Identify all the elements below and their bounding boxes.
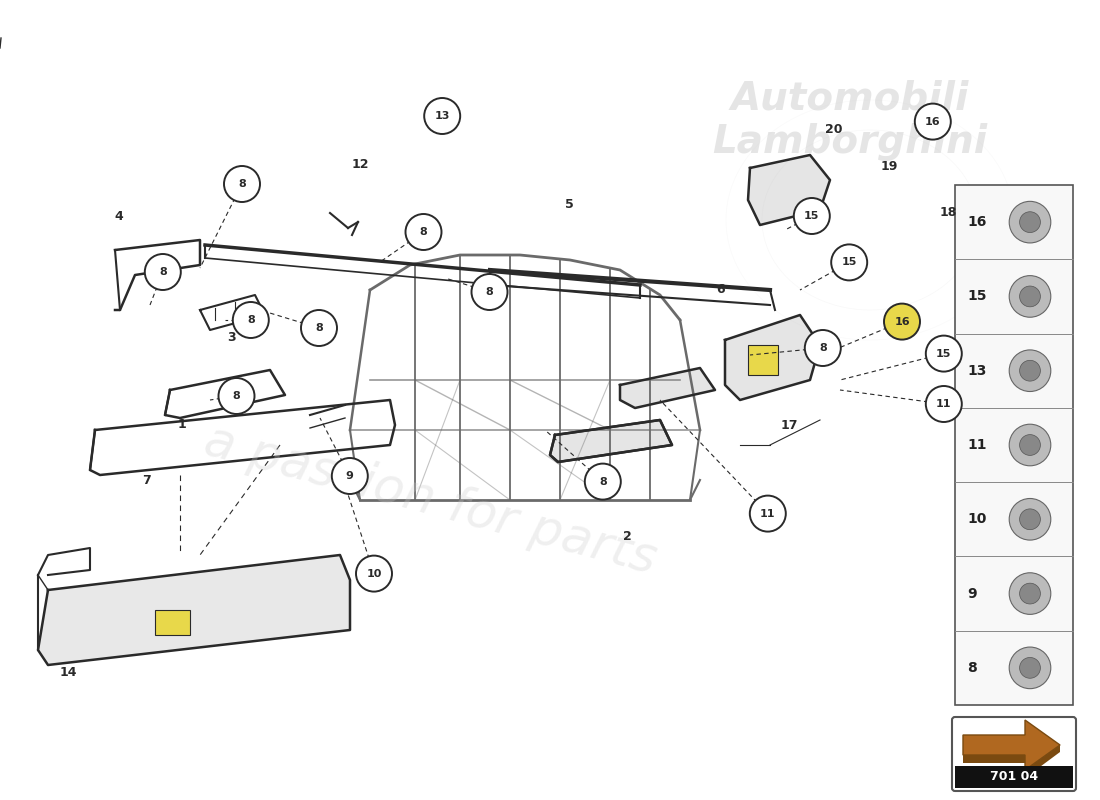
FancyBboxPatch shape <box>955 766 1072 788</box>
Circle shape <box>805 330 840 366</box>
Polygon shape <box>748 155 830 225</box>
Text: 9: 9 <box>967 586 977 601</box>
Text: Automobili
Lamborghini: Automobili Lamborghini <box>713 79 988 161</box>
Circle shape <box>1020 658 1041 678</box>
Circle shape <box>1009 573 1050 614</box>
Circle shape <box>301 310 337 346</box>
Circle shape <box>356 555 392 592</box>
Circle shape <box>1009 647 1050 689</box>
Circle shape <box>884 304 920 339</box>
Text: 10: 10 <box>967 512 987 526</box>
Circle shape <box>1009 202 1050 243</box>
Text: 8: 8 <box>158 267 167 277</box>
Text: 14: 14 <box>59 666 77 678</box>
Text: 8: 8 <box>818 343 827 353</box>
Circle shape <box>1009 350 1050 391</box>
Text: 8: 8 <box>315 323 323 333</box>
Text: a passion for parts: a passion for parts <box>199 417 661 583</box>
Circle shape <box>224 166 260 202</box>
Circle shape <box>219 378 254 414</box>
Text: 6: 6 <box>716 283 725 296</box>
Polygon shape <box>962 745 1060 778</box>
Text: 4: 4 <box>114 210 123 222</box>
Polygon shape <box>620 368 715 408</box>
Circle shape <box>1020 509 1041 530</box>
Text: 3: 3 <box>227 331 235 344</box>
Circle shape <box>1020 583 1041 604</box>
Circle shape <box>1020 360 1041 381</box>
Text: 8: 8 <box>419 227 428 237</box>
Text: 5: 5 <box>565 198 574 210</box>
Text: 13: 13 <box>967 364 987 378</box>
Circle shape <box>1020 434 1041 455</box>
Text: 20: 20 <box>825 123 843 136</box>
Polygon shape <box>725 315 820 400</box>
Polygon shape <box>39 555 350 665</box>
Text: 18: 18 <box>939 206 957 218</box>
Circle shape <box>585 463 620 499</box>
Text: 2: 2 <box>623 530 631 542</box>
Circle shape <box>406 214 441 250</box>
Circle shape <box>472 274 507 310</box>
Text: 16: 16 <box>967 215 987 229</box>
Text: 19: 19 <box>880 160 898 173</box>
Circle shape <box>1020 286 1041 307</box>
Circle shape <box>832 245 867 280</box>
Circle shape <box>926 386 961 422</box>
Text: 9: 9 <box>345 471 354 481</box>
Circle shape <box>1020 212 1041 233</box>
Text: 15: 15 <box>842 258 857 267</box>
Circle shape <box>794 198 829 234</box>
Text: 10: 10 <box>366 569 382 578</box>
Text: 15: 15 <box>967 290 987 303</box>
Text: 701 04: 701 04 <box>990 770 1038 783</box>
Text: 11: 11 <box>760 509 775 518</box>
FancyBboxPatch shape <box>748 345 778 375</box>
Text: 8: 8 <box>246 315 255 325</box>
Text: 16: 16 <box>925 117 940 126</box>
Polygon shape <box>550 420 672 462</box>
Circle shape <box>233 302 268 338</box>
Text: 15: 15 <box>804 211 820 221</box>
Circle shape <box>425 98 460 134</box>
Text: 13: 13 <box>434 111 450 121</box>
Circle shape <box>915 104 950 139</box>
FancyBboxPatch shape <box>955 185 1072 705</box>
Text: 11: 11 <box>936 399 952 409</box>
Circle shape <box>1009 498 1050 540</box>
Circle shape <box>1009 276 1050 318</box>
Polygon shape <box>962 720 1060 770</box>
Circle shape <box>926 336 961 371</box>
Text: 12: 12 <box>352 158 370 170</box>
Text: 17: 17 <box>781 419 799 432</box>
Circle shape <box>145 254 180 290</box>
Circle shape <box>1009 424 1050 466</box>
Text: 1: 1 <box>177 418 186 430</box>
FancyBboxPatch shape <box>155 610 190 635</box>
Text: 11: 11 <box>967 438 987 452</box>
Text: 15: 15 <box>936 349 952 358</box>
FancyBboxPatch shape <box>952 717 1076 791</box>
Text: 8: 8 <box>967 661 977 675</box>
Text: 8: 8 <box>232 391 241 401</box>
Text: 7: 7 <box>142 474 151 486</box>
Circle shape <box>750 495 785 532</box>
Circle shape <box>332 458 367 494</box>
Text: 8: 8 <box>598 477 607 486</box>
Text: 8: 8 <box>485 287 494 297</box>
Text: 16: 16 <box>894 317 910 326</box>
Text: 8: 8 <box>238 179 246 189</box>
